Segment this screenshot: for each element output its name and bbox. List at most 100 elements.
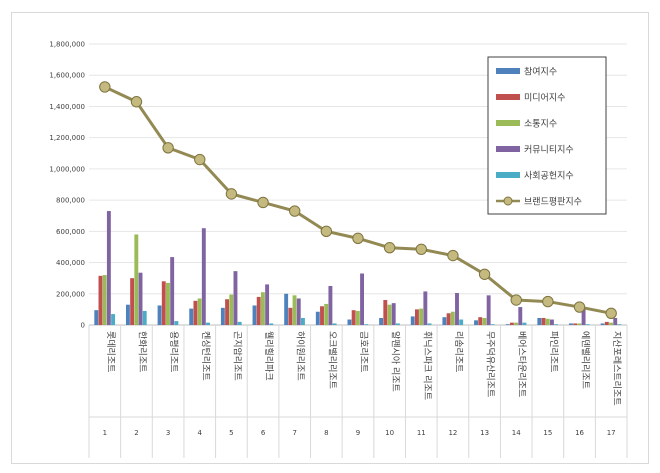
y-tick-label: 1,200,000 (49, 134, 85, 142)
y-axis: 0 200,000 400,000 600,000 800,000 1,000,000 1,… (49, 41, 85, 330)
bar (324, 303, 329, 325)
y-tick-label: 1,400,000 (49, 103, 85, 111)
bar (193, 300, 198, 325)
bar (220, 307, 225, 325)
bar (189, 308, 194, 325)
rank-label: 3 (166, 429, 170, 437)
bar (569, 323, 573, 325)
legend-label: 커뮤니티지수 (524, 145, 574, 156)
bar (379, 317, 384, 325)
bar (134, 234, 139, 325)
y-tick-label: 800,000 (56, 197, 85, 205)
legend-label: 브랜드평판지수 (524, 197, 582, 208)
bar (157, 305, 162, 325)
bar (328, 285, 333, 325)
bar (455, 292, 459, 325)
bar (549, 319, 554, 325)
bar (197, 298, 202, 325)
bar (364, 324, 369, 325)
bar (577, 323, 582, 325)
bar (423, 291, 428, 325)
bar (320, 306, 324, 325)
line-point (130, 96, 143, 108)
bar (288, 307, 293, 325)
category-label: 알펜시아 리조트 (390, 331, 401, 392)
bar (604, 321, 609, 325)
line-point (320, 225, 333, 238)
bar (600, 323, 605, 325)
bar (174, 321, 179, 325)
bar (446, 313, 451, 325)
bar (518, 307, 523, 325)
bar (554, 324, 559, 325)
bar (332, 323, 337, 325)
bar (301, 317, 305, 325)
category-label: 금호리조트 (358, 331, 369, 372)
category-label: 곤지암리조트 (231, 331, 243, 381)
bar (490, 324, 495, 325)
rank-label: 16 (575, 429, 584, 437)
category-label: 휘닉스파크 리조트 (421, 331, 432, 400)
line-point (194, 153, 206, 166)
gridlines (89, 43, 627, 326)
bar (545, 318, 550, 325)
rank-label: 7 (292, 429, 296, 437)
bar (537, 317, 542, 325)
brand-reputation-line (99, 81, 617, 319)
bar (138, 272, 143, 325)
bar (505, 324, 510, 325)
bar (111, 314, 116, 325)
bar (347, 319, 352, 325)
rank-label: 1 (103, 429, 107, 437)
line-point (605, 307, 617, 319)
bar (94, 310, 99, 325)
bar (130, 278, 135, 325)
category-label: 리솜리조트 (453, 331, 464, 372)
bars (94, 211, 622, 325)
bar (98, 275, 103, 325)
bar (125, 304, 130, 325)
rank-label: 9 (356, 429, 360, 437)
bar (296, 298, 301, 325)
bar (509, 322, 514, 325)
bar (482, 317, 487, 325)
bar (315, 311, 320, 325)
rank-label: 14 (512, 429, 521, 437)
bar (170, 257, 175, 325)
rank-label: 8 (324, 429, 328, 437)
line-point (478, 268, 491, 280)
bar (206, 322, 210, 325)
bar (102, 275, 107, 325)
category-label: 에덴밸리리조트 (580, 331, 591, 389)
bar (617, 324, 622, 325)
bar (387, 304, 392, 325)
category-label: 베어스타운리조트 (516, 331, 527, 397)
bar (391, 303, 396, 325)
category-label: 하이원리조트 (295, 331, 306, 381)
line-point (510, 294, 522, 306)
bar (419, 308, 424, 325)
rank-label: 11 (417, 429, 426, 437)
y-tick-label: 600,000 (56, 228, 85, 236)
chart: 0 200,000 400,000 600,000 800,000 1,000,000 1,… (49, 41, 628, 458)
line-point (383, 242, 396, 254)
legend-swatch (496, 94, 520, 100)
bar (142, 310, 147, 325)
category-label: 오크밸리리조트 (326, 331, 337, 389)
bar (581, 308, 586, 325)
legend-box (487, 56, 607, 215)
y-tick-label: 1,600,000 (49, 72, 85, 80)
legend-line-marker (503, 196, 513, 206)
bar (410, 316, 415, 325)
y-tick-label: 400,000 (56, 259, 85, 267)
category-label: 파인리조트 (548, 331, 559, 372)
legend-swatch (496, 146, 520, 152)
bar (522, 322, 527, 325)
bar (237, 321, 242, 325)
line-point (162, 142, 174, 154)
bar (474, 320, 478, 325)
line-point (257, 196, 269, 209)
rank-label: 6 (261, 429, 266, 437)
line-point (352, 232, 364, 245)
